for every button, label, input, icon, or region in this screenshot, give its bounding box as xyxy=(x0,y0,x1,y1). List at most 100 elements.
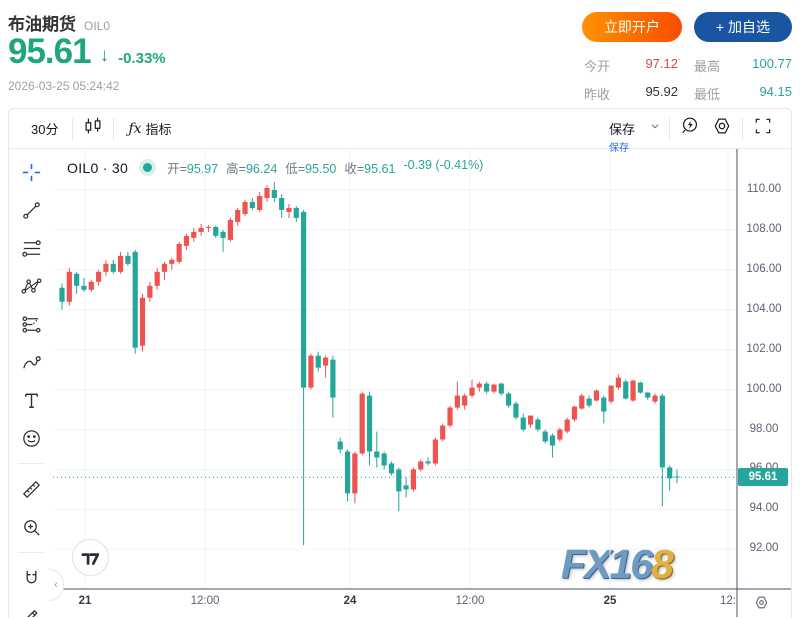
candle xyxy=(66,267,72,306)
candle xyxy=(183,233,190,250)
settings-hexagon-icon xyxy=(711,115,733,142)
candle xyxy=(601,395,607,424)
candle xyxy=(388,461,395,476)
y-axis-label: 94.00 xyxy=(749,502,779,515)
y-axis-label: 102.00 xyxy=(746,342,782,355)
candle xyxy=(359,391,365,456)
ruler-tool-icon[interactable] xyxy=(15,473,47,505)
tradingview-logo[interactable] xyxy=(72,539,109,576)
candle xyxy=(117,251,124,274)
candle xyxy=(337,437,343,454)
text-tool-icon[interactable] xyxy=(15,384,47,416)
forecast-tool-icon[interactable] xyxy=(15,308,47,340)
candle xyxy=(527,415,534,428)
draw-lock-tool-icon[interactable] xyxy=(15,600,47,617)
y-axis-label: 108.00 xyxy=(746,222,782,235)
chart-style-button[interactable] xyxy=(77,115,109,143)
candle xyxy=(396,467,402,512)
toolbar-divider xyxy=(18,552,44,553)
zoom-in-tool-icon[interactable] xyxy=(15,511,47,543)
chart-settings-button[interactable] xyxy=(706,115,738,143)
ohlc-item: 高=96.24 xyxy=(226,162,278,176)
indicators-button[interactable]: ƒx 指标 xyxy=(118,115,181,143)
emoji-tool-icon[interactable] xyxy=(15,422,47,454)
candle xyxy=(264,185,270,202)
ohlc-item: 开=95.97 xyxy=(167,162,219,176)
candle xyxy=(593,389,600,402)
candle xyxy=(139,293,146,352)
snapshot-button[interactable] xyxy=(674,115,706,143)
candle xyxy=(549,433,556,458)
crosshair-tool-icon[interactable] xyxy=(15,156,47,188)
market-status-dot-icon xyxy=(143,163,153,172)
candle xyxy=(103,259,109,276)
candle xyxy=(169,257,175,270)
fx168-watermark: FX168 xyxy=(561,541,674,588)
collapse-chevron-icon: ‹ xyxy=(54,579,58,591)
x-axis-label: 12: xyxy=(720,595,736,607)
toolbar-divider xyxy=(742,117,743,140)
save-menu-button[interactable] xyxy=(645,115,665,143)
snapshot-flash-icon xyxy=(679,115,701,142)
xabcd-pattern-tool-icon[interactable] xyxy=(15,270,47,302)
interval-selector[interactable]: 30分 xyxy=(21,115,68,143)
stat-value: 97.12 xyxy=(645,56,678,71)
y-axis-label: 106.00 xyxy=(746,262,782,275)
candle xyxy=(462,393,468,410)
candle xyxy=(571,405,578,422)
candle xyxy=(374,431,380,468)
save-button[interactable]: 保存 xyxy=(599,115,645,143)
candle xyxy=(249,197,255,210)
quote-timestamp: 2026-03-25 05:24:42 xyxy=(8,79,120,93)
drawing-toolbar xyxy=(9,153,53,617)
candle xyxy=(366,391,373,466)
ohlc-item: 收=95.61 xyxy=(344,162,396,176)
candle xyxy=(608,385,614,404)
candle xyxy=(498,382,504,396)
legend-ohlc-values: 开=95.97 高=96.24 低=95.50 收=95.61 -0.39 (-0.41… xyxy=(167,158,483,177)
save-tooltip: 保存 xyxy=(608,142,629,154)
stat-label: 今开 xyxy=(583,59,610,74)
fib-retracement-tool-icon[interactable] xyxy=(15,232,47,264)
candle xyxy=(564,417,570,434)
candle xyxy=(132,249,138,354)
magnet-tool-icon[interactable] xyxy=(15,562,47,594)
stat-label: 最高 xyxy=(693,59,720,74)
chevron-down-icon xyxy=(648,119,662,138)
watermark-gold-text: 8 xyxy=(651,541,674,587)
fullscreen-button[interactable] xyxy=(747,115,779,143)
candle xyxy=(286,203,292,218)
candle xyxy=(623,379,629,400)
price-down-arrow-icon: ↓ xyxy=(99,45,110,66)
candle xyxy=(220,229,226,252)
candle xyxy=(440,423,446,442)
candle xyxy=(491,383,497,394)
candle xyxy=(154,267,160,290)
brush-tool-icon[interactable] xyxy=(15,346,47,378)
candle xyxy=(293,205,299,222)
axis-settings-button[interactable] xyxy=(753,594,770,616)
y-axis-label: 100.00 xyxy=(746,382,782,395)
chart-area: FX168 OIL0 · 30 开=95.97 高=96.24 低=95.50 收=9… xyxy=(9,149,791,617)
save-group: 保存 保存 xyxy=(599,115,665,154)
candle xyxy=(425,457,431,466)
candlestick-chart[interactable] xyxy=(9,149,791,617)
candle xyxy=(454,381,460,410)
open-account-button[interactable]: 立即开户 xyxy=(581,12,682,42)
candle xyxy=(257,191,263,212)
legend-symbol[interactable]: OIL0 · 30 xyxy=(67,159,129,176)
symbol-code: OIL0 xyxy=(84,19,111,33)
add-watchlist-button[interactable]: + 加自选 xyxy=(693,12,792,42)
candle xyxy=(330,355,336,418)
trend-line-tool-icon[interactable] xyxy=(15,194,47,226)
candle xyxy=(176,241,182,264)
candle xyxy=(410,467,417,492)
candle xyxy=(344,449,351,502)
y-axis-label: 110.00 xyxy=(746,183,782,195)
last-price: 95.61 xyxy=(8,32,92,71)
x-axis-label: 21 xyxy=(78,595,92,607)
candle xyxy=(542,429,548,444)
candle xyxy=(674,469,680,484)
candle xyxy=(469,379,475,398)
candle xyxy=(630,379,636,402)
